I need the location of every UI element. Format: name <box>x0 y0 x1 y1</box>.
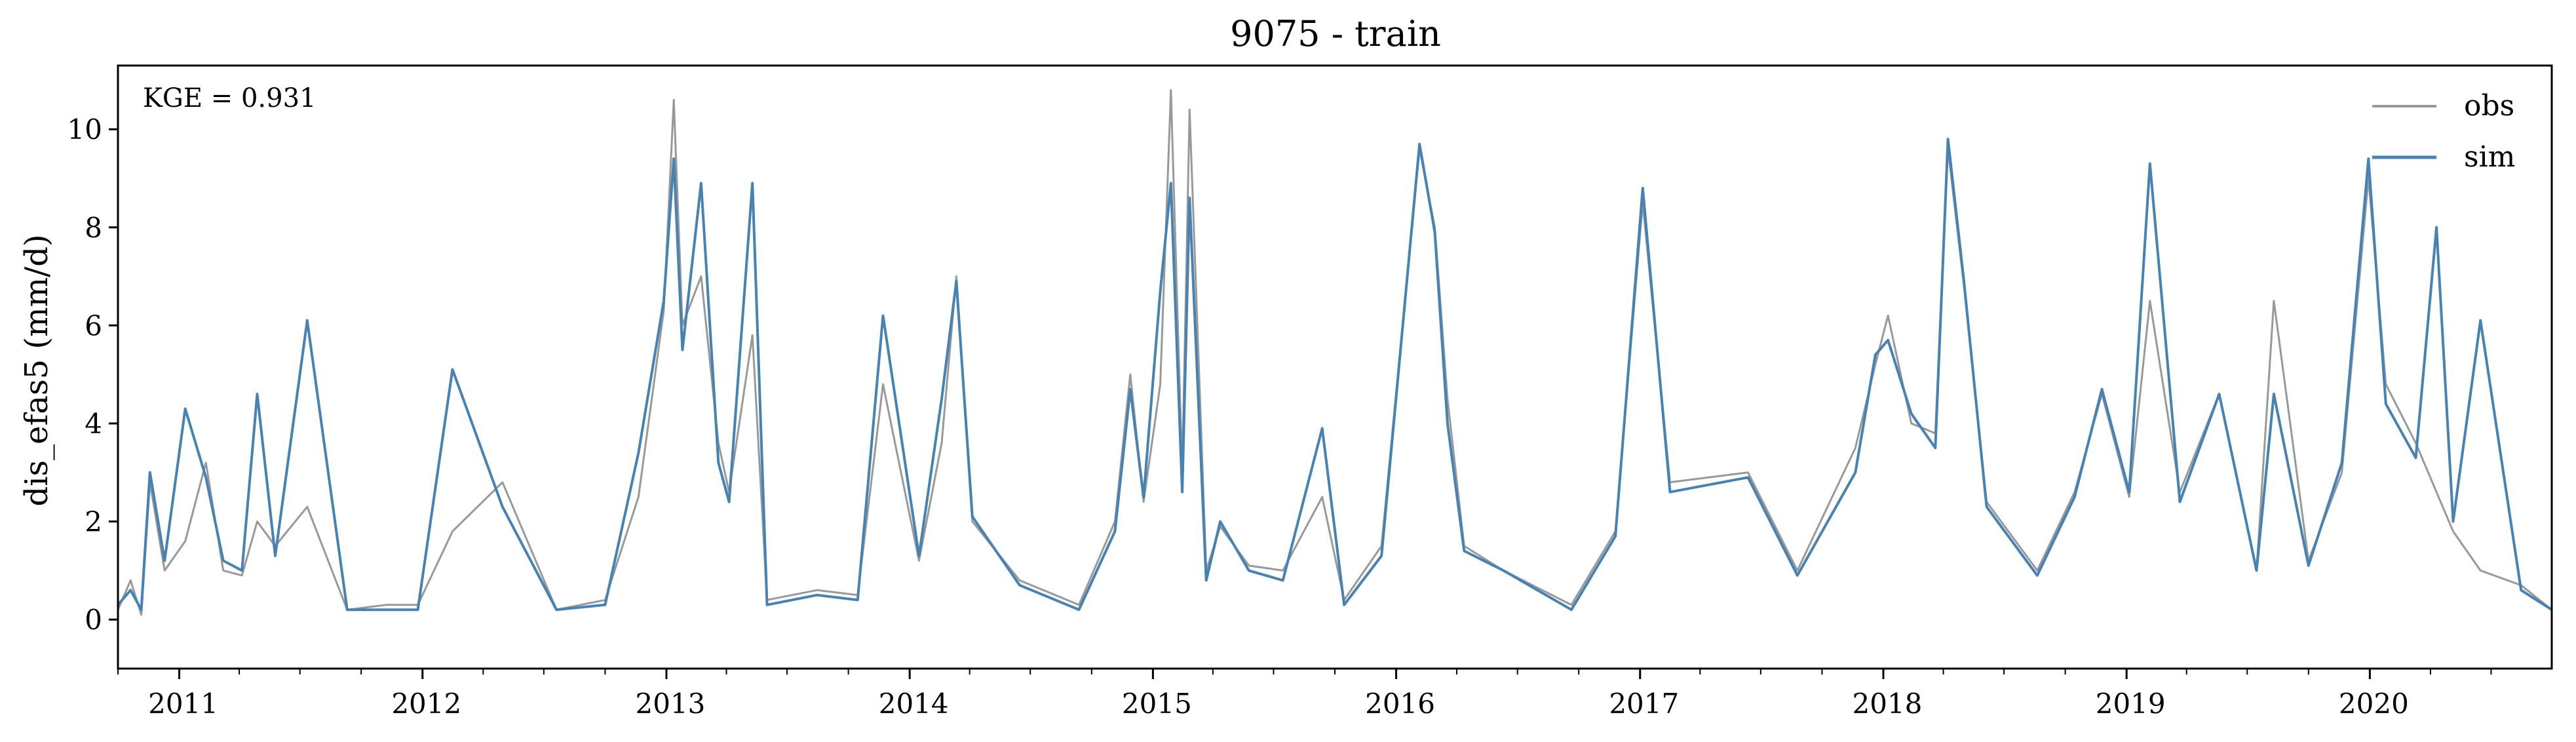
chart-title: 9075 - train <box>1230 13 1441 54</box>
y-tick-label: 10 <box>67 113 102 146</box>
y-tick-label: 2 <box>85 506 102 538</box>
x-tick-label: 2019 <box>2096 688 2166 720</box>
x-tick-label: 2012 <box>391 688 461 720</box>
x-tick-label: 2011 <box>148 688 218 720</box>
y-axis-label: dis_efas5 (mm/d) <box>18 234 55 506</box>
series-line-sim <box>117 138 2553 612</box>
y-tick-label: 8 <box>85 212 102 244</box>
y-tick-label: 4 <box>85 408 102 440</box>
x-tick-label: 2020 <box>2339 688 2409 720</box>
legend-label-obs: obs <box>2464 89 2514 123</box>
kge-annotation: KGE = 0.931 <box>143 83 317 113</box>
legend: obs sim <box>2372 89 2515 174</box>
plot-frame <box>117 64 2553 670</box>
plot-area: 0 2 4 6 8 10 2011 2012 2013 2014 2015 2016 2017 2018 2… <box>67 88 2553 720</box>
x-tick-label: 2018 <box>1853 688 1923 720</box>
x-tick-label: 2014 <box>879 688 949 720</box>
x-tick-label: 2017 <box>1609 688 1679 720</box>
y-tick-label: 0 <box>85 604 102 636</box>
x-tick-label: 2015 <box>1122 688 1192 720</box>
x-tick-label: 2016 <box>1365 688 1435 720</box>
legend-label-sim: sim <box>2464 140 2515 174</box>
y-tick-label: 6 <box>85 309 102 342</box>
x-tick-label: 2013 <box>636 688 706 720</box>
